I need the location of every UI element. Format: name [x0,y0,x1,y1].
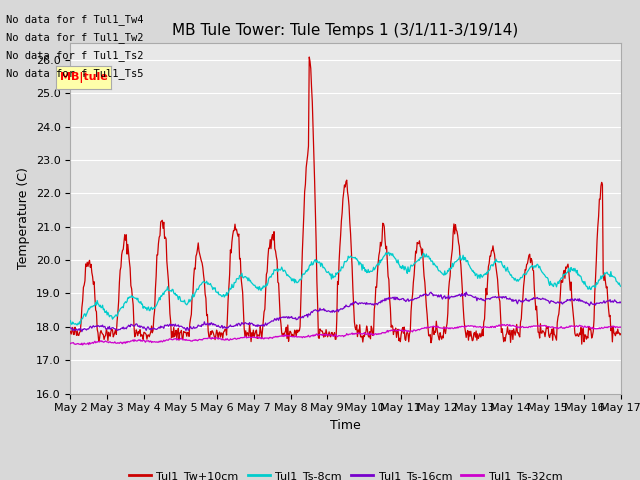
Text: MB|tule: MB|tule [60,72,108,83]
Text: No data for f Tul1_Ts2: No data for f Tul1_Ts2 [6,50,144,61]
Text: No data for f Tul1_Tw4: No data for f Tul1_Tw4 [6,13,144,24]
Title: MB Tule Tower: Tule Temps 1 (3/1/11-3/19/14): MB Tule Tower: Tule Temps 1 (3/1/11-3/19… [172,23,519,38]
Y-axis label: Temperature (C): Temperature (C) [17,168,30,269]
X-axis label: Time: Time [330,419,361,432]
Text: No data for f Tul1_Tw2: No data for f Tul1_Tw2 [6,32,144,43]
Text: No data for f Tul1_Ts5: No data for f Tul1_Ts5 [6,68,144,79]
Legend: Tul1_Tw+10cm, Tul1_Ts-8cm, Tul1_Ts-16cm, Tul1_Ts-32cm: Tul1_Tw+10cm, Tul1_Ts-8cm, Tul1_Ts-16cm,… [124,467,567,480]
